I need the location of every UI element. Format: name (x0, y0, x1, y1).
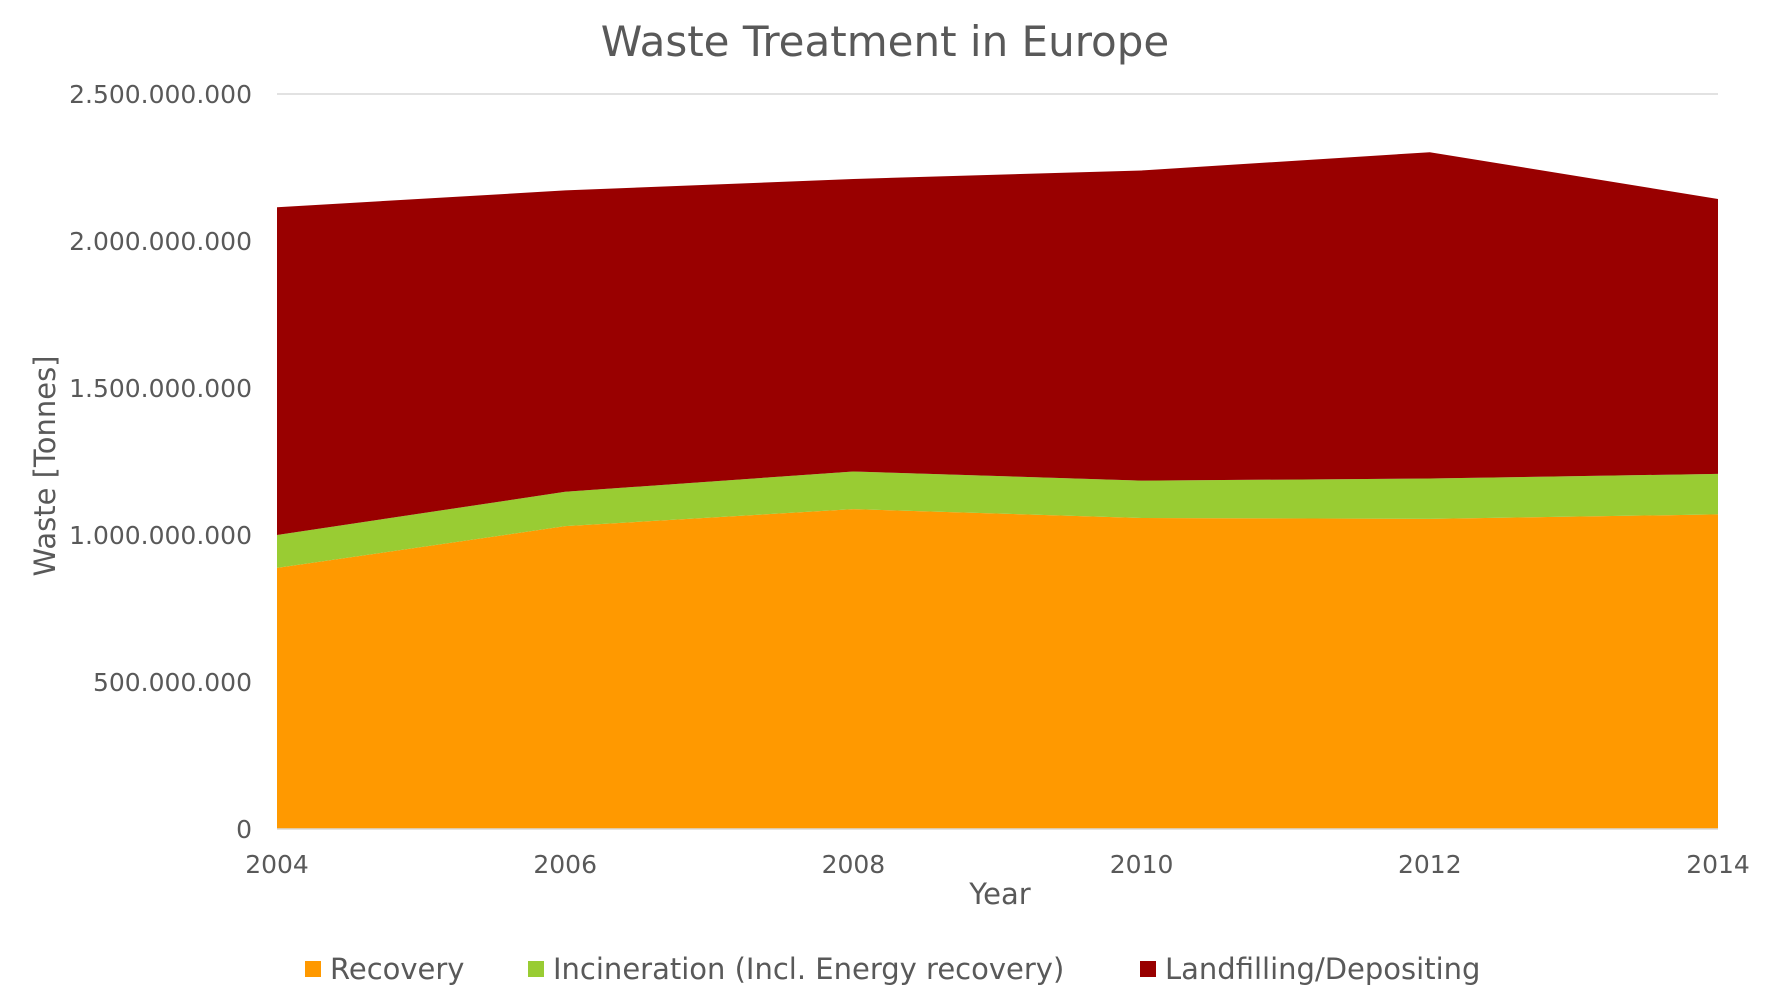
y-axis: 0 500.000.000 1.000.000.000 1.500.000.000 2.… (69, 80, 252, 844)
x-tick-label: 2008 (822, 850, 886, 879)
legend-label: Incineration (Incl. Energy recovery) (553, 952, 1064, 986)
legend-swatch (305, 961, 321, 977)
plot-area (277, 93, 1718, 830)
y-tick-label: 0 (236, 815, 252, 844)
x-tick-label: 2014 (1686, 850, 1750, 879)
legend-item: Incineration (Incl. Energy recovery) (528, 952, 1064, 986)
legend-item: Recovery (305, 952, 464, 986)
legend: Recovery Incineration (Incl. Energy recov… (305, 952, 1480, 986)
legend-label: Landfilling/Depositing (1165, 952, 1480, 986)
x-tick-label: 2006 (533, 850, 597, 879)
x-tick-label: 2004 (245, 850, 309, 879)
y-tick-label: 500.000.000 (93, 668, 252, 697)
y-tick-label: 1.000.000.000 (69, 521, 252, 550)
chart-title: Waste Treatment in Europe (601, 17, 1170, 66)
legend-swatch (528, 961, 544, 977)
y-tick-label: 2.000.000.000 (69, 227, 252, 256)
x-axis-label: Year (968, 877, 1030, 911)
area-series-3 (277, 152, 1718, 535)
x-axis: 2004 2006 2008 2010 2012 2014 (245, 850, 1750, 879)
y-tick-label: 2.500.000.000 (69, 80, 252, 109)
y-tick-label: 1.500.000.000 (69, 374, 252, 403)
legend-swatch (1140, 961, 1156, 977)
y-axis-label: Waste [Tonnes] (28, 356, 62, 577)
area-series-1 (277, 509, 1718, 829)
legend-item: Landfilling/Depositing (1140, 952, 1480, 986)
area-series-2 (277, 471, 1718, 568)
x-tick-label: 2012 (1398, 850, 1462, 879)
x-tick-label: 2010 (1110, 850, 1174, 879)
legend-label: Recovery (330, 952, 464, 986)
